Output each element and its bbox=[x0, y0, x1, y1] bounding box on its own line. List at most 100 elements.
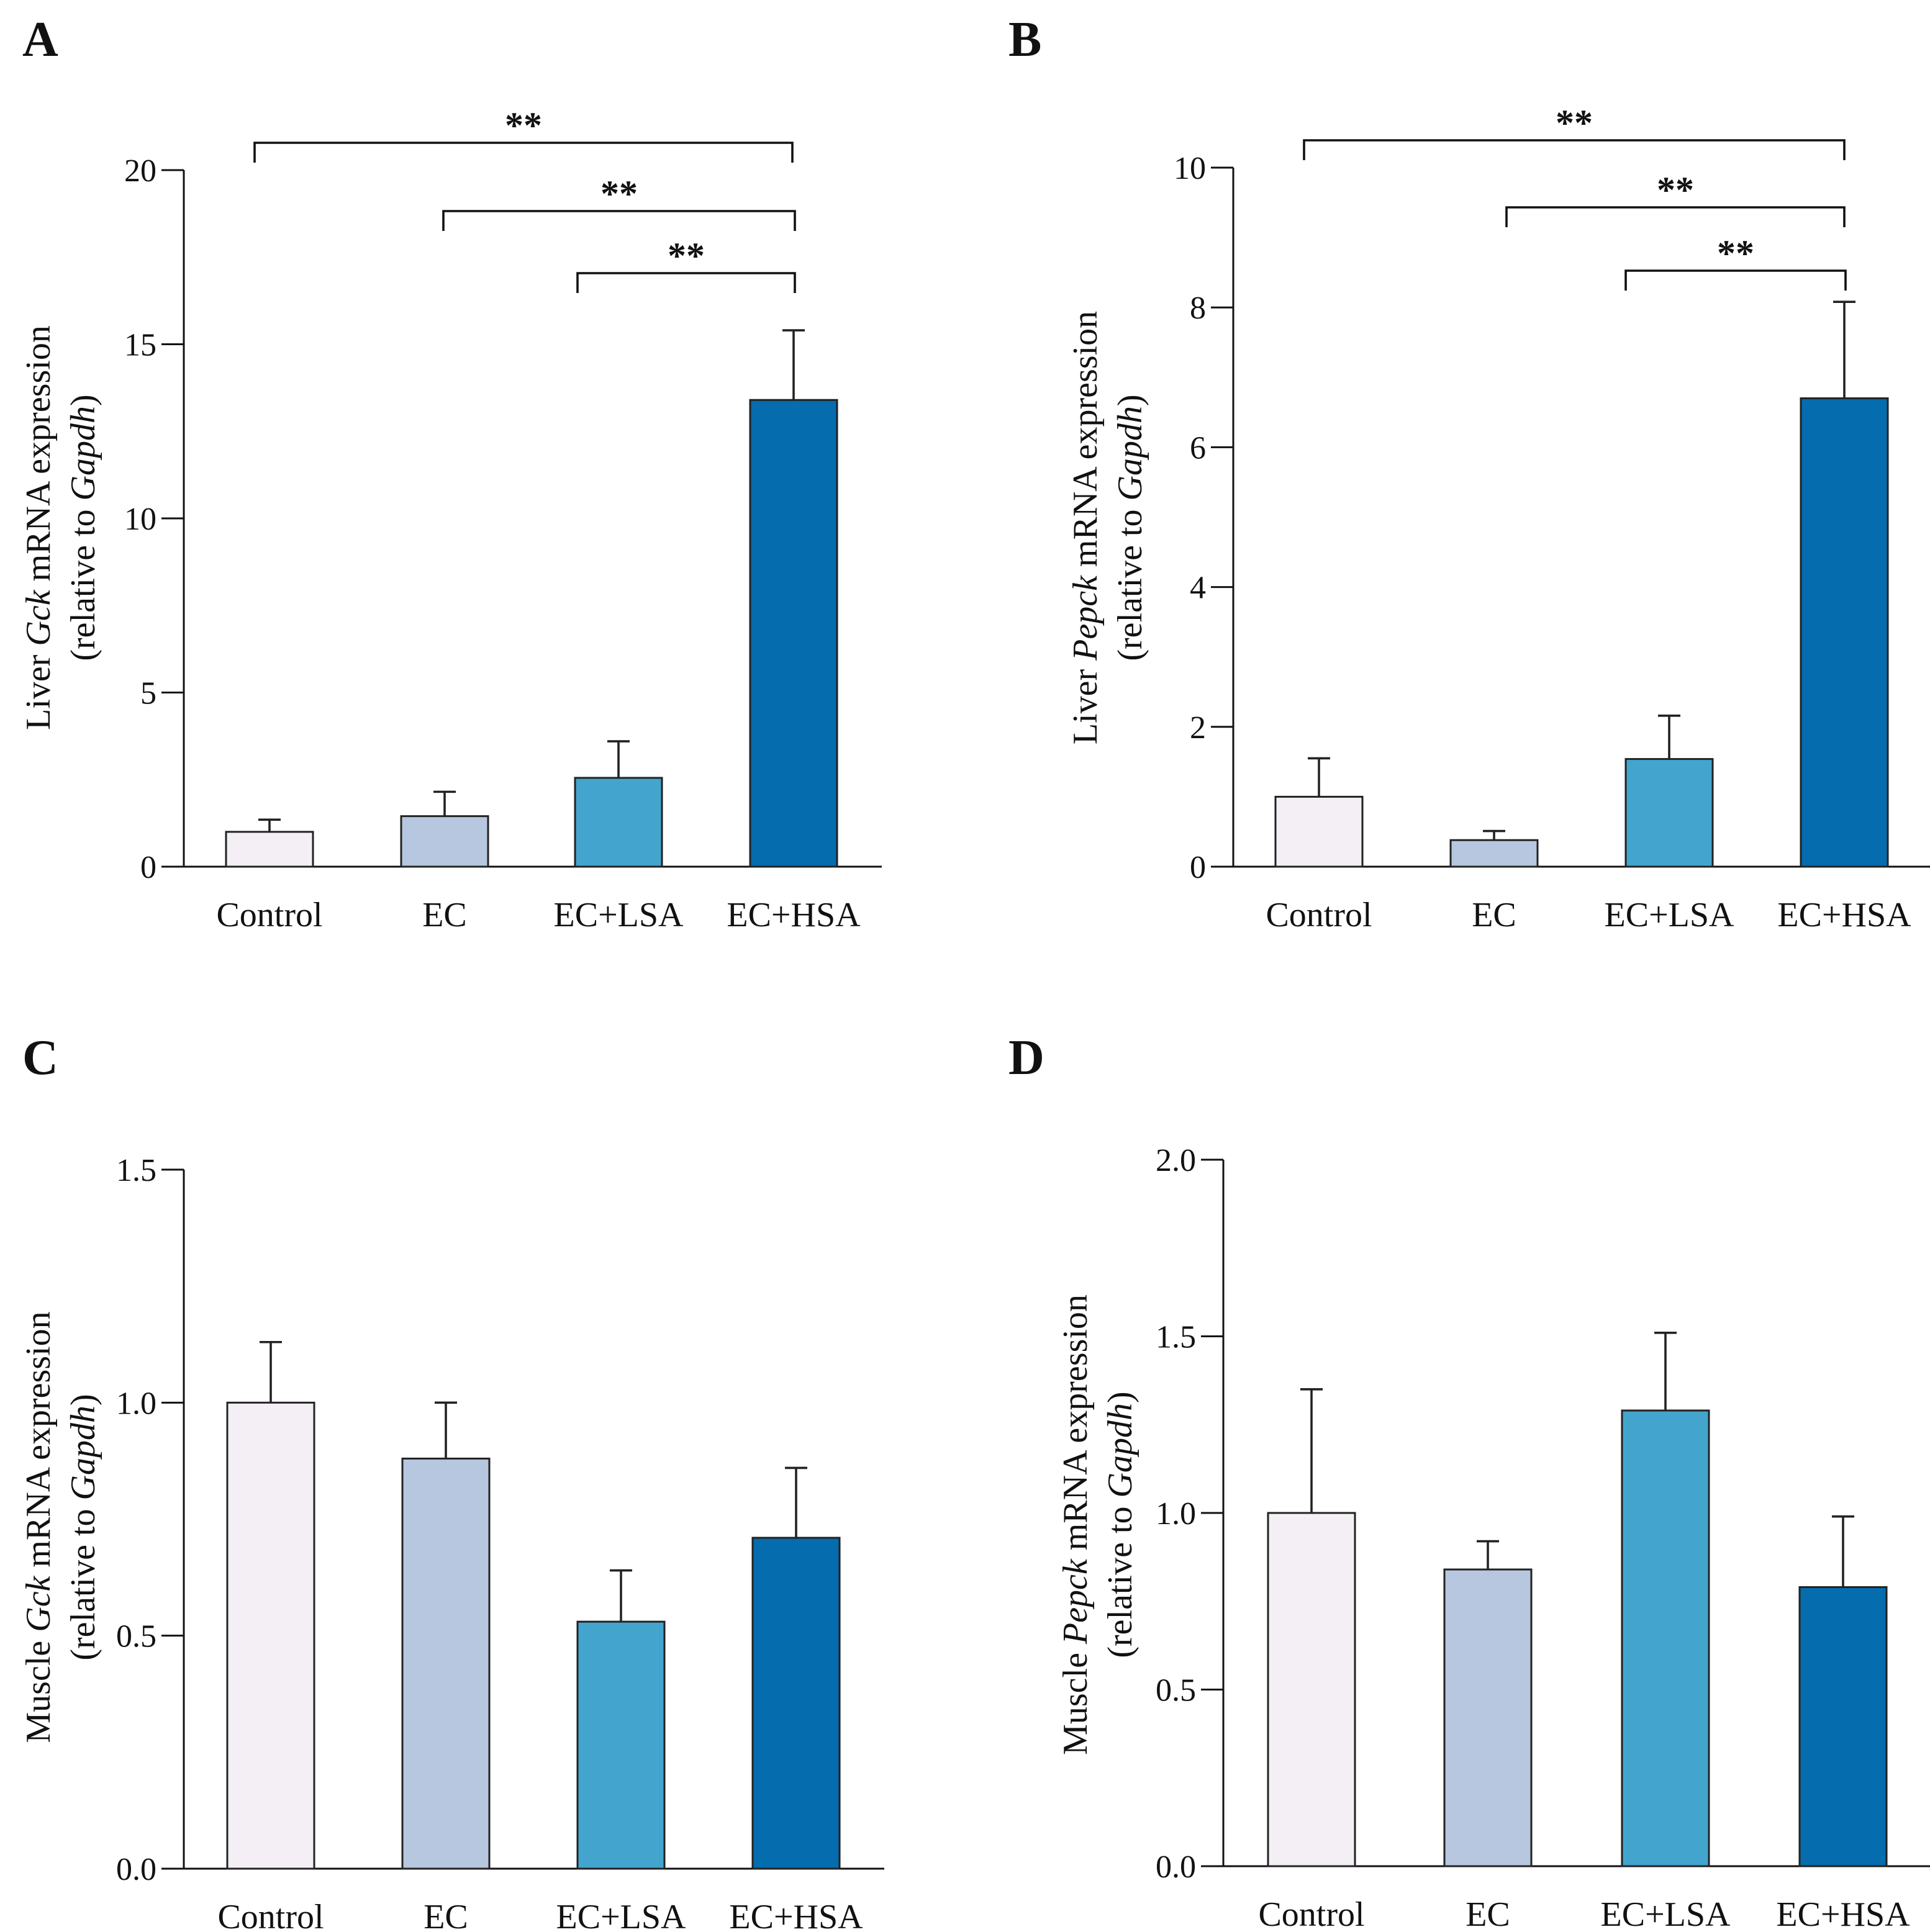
x-tick-label: EC bbox=[424, 1898, 468, 1932]
significance-label: ** bbox=[1657, 169, 1694, 210]
y-label-text: Liver bbox=[1066, 661, 1105, 744]
significance-bracket bbox=[442, 210, 796, 231]
bar-ec bbox=[400, 815, 489, 868]
y-label-text: ) bbox=[1101, 1391, 1139, 1403]
x-tick-label: EC+LSA bbox=[1605, 896, 1734, 934]
x-tick-label: EC bbox=[1466, 1895, 1510, 1932]
y-label-text: mRNA expression bbox=[1056, 1294, 1095, 1559]
bar-control bbox=[1267, 1512, 1356, 1867]
y-label-gene: Pepck bbox=[1056, 1558, 1095, 1645]
y-label-text: ) bbox=[64, 1394, 102, 1406]
significance-label: ** bbox=[600, 173, 638, 214]
y-label-reference-gene: Gapdh bbox=[1111, 406, 1149, 500]
panel-a: A 0 5 10 15 20 Control EC EC+LSA EC+HSA ** ** ** Live… bbox=[19, 12, 882, 934]
y-label-text: ) bbox=[1111, 394, 1149, 406]
panel-c: C 0.0 0.5 1.0 1.5 Control EC EC+LSA EC+HSA Muscle… bbox=[19, 1031, 884, 1932]
x-tick-label: EC+HSA bbox=[727, 896, 861, 934]
significance-label: ** bbox=[1717, 233, 1754, 274]
y-tick-label: 1.0 bbox=[1156, 1496, 1196, 1532]
bar-ec bbox=[1443, 1568, 1533, 1867]
y-tick-label: 20 bbox=[124, 153, 156, 189]
x-tick-label: EC bbox=[1472, 896, 1516, 934]
panel-d: D 0.0 0.5 1.0 1.5 2.0 Control EC EC+LSA EC+HSA Mus… bbox=[1008, 1031, 1930, 1932]
x-tick-label: Control bbox=[216, 896, 322, 934]
y-tick-label: 0.5 bbox=[1156, 1673, 1196, 1709]
y-label-text: Muscle bbox=[19, 1632, 58, 1743]
y-tick-label: 1.5 bbox=[116, 1153, 156, 1188]
y-label-text: (relative to bbox=[1111, 501, 1149, 661]
bar-ec-hsa bbox=[749, 399, 838, 868]
y-tick-label: 10 bbox=[124, 502, 156, 537]
y-tick-label: 0.0 bbox=[116, 1852, 156, 1887]
bar-control bbox=[1274, 795, 1364, 868]
x-tick-label: EC+LSA bbox=[556, 1898, 686, 1932]
y-label-reference-gene: Gapdh bbox=[1101, 1403, 1139, 1497]
significance-label: ** bbox=[505, 105, 542, 146]
x-tick-label: Control bbox=[217, 1898, 324, 1932]
y-tick-label: 4 bbox=[1190, 571, 1206, 606]
bar-ec-lsa bbox=[1624, 758, 1714, 868]
bar-ec-lsa bbox=[574, 777, 663, 868]
y-tick-label: 2.0 bbox=[1156, 1143, 1196, 1178]
y-label-text: Muscle bbox=[1056, 1644, 1095, 1755]
y-tick-label: 2 bbox=[1190, 710, 1206, 746]
y-label-gene: Gck bbox=[19, 589, 58, 646]
y-tick-label: 8 bbox=[1190, 291, 1206, 326]
significance-bracket bbox=[1505, 206, 1846, 227]
significance-label: ** bbox=[1556, 102, 1593, 143]
y-label-reference-gene: Gapdh bbox=[64, 1406, 102, 1500]
y-label-text: (relative to bbox=[1101, 1498, 1139, 1658]
bar-ec-hsa bbox=[1798, 1586, 1888, 1867]
x-tick-label: EC+LSA bbox=[1601, 1895, 1731, 1932]
y-tick-label: 1.5 bbox=[1156, 1320, 1196, 1355]
y-axis-label: Liver Pepck mRNA expression(relative to … bbox=[1066, 311, 1149, 744]
y-tick-label: 0 bbox=[1190, 850, 1206, 885]
panel-letter: B bbox=[1008, 12, 1041, 67]
x-tick-label: EC+HSA bbox=[729, 1898, 863, 1932]
y-label-gene: Gck bbox=[19, 1575, 58, 1632]
significance-label: ** bbox=[668, 235, 705, 276]
y-label-text: mRNA expression bbox=[19, 1311, 58, 1576]
bar-control bbox=[226, 1401, 315, 1870]
y-label-gene: Pepck bbox=[1066, 575, 1105, 661]
x-tick-label: EC+LSA bbox=[554, 896, 684, 934]
x-tick-label: Control bbox=[1266, 896, 1372, 934]
y-label-text: ) bbox=[64, 394, 102, 406]
x-tick-label: EC+HSA bbox=[1776, 1895, 1910, 1932]
bar-ec bbox=[401, 1457, 491, 1870]
y-tick-label: 0.5 bbox=[116, 1619, 156, 1654]
y-axis-label: Muscle Pepck mRNA expression(relative to… bbox=[1056, 1294, 1139, 1755]
x-tick-label: EC bbox=[422, 896, 467, 934]
significance-bracket bbox=[253, 142, 794, 163]
y-axis-label: Liver Gck mRNA expression (relative to Ga… bbox=[19, 325, 102, 730]
y-tick-label: 1.0 bbox=[116, 1386, 156, 1421]
significance-bracket bbox=[1624, 269, 1847, 291]
panel-b: B 0 2 4 6 8 10 Control EC EC+LSA EC+HSA ** ** ** Liver… bbox=[1008, 12, 1930, 934]
y-tick-label: 6 bbox=[1190, 430, 1206, 466]
x-tick-label: Control bbox=[1258, 1895, 1364, 1932]
bar-ec-lsa bbox=[576, 1620, 666, 1870]
bar-ec-hsa bbox=[751, 1537, 841, 1870]
panel-letter: D bbox=[1008, 1031, 1044, 1085]
y-label-text: (relative to bbox=[64, 501, 102, 661]
y-tick-label: 15 bbox=[124, 328, 156, 363]
y-tick-label: 5 bbox=[140, 676, 156, 711]
bar-ec bbox=[1449, 839, 1539, 868]
bar-ec-hsa bbox=[1800, 397, 1889, 868]
x-tick-label: EC+HSA bbox=[1777, 896, 1911, 934]
bar-ec-lsa bbox=[1621, 1409, 1710, 1867]
panel-letter: A bbox=[22, 12, 58, 67]
y-label-reference-gene: Gapdh bbox=[64, 406, 102, 500]
y-tick-label: 0.0 bbox=[1156, 1849, 1196, 1885]
y-axis-label: Muscle Gck mRNA expression(relative to G… bbox=[19, 1311, 102, 1743]
y-tick-label: 10 bbox=[1174, 151, 1206, 186]
significance-bracket bbox=[1303, 139, 1846, 160]
bar-control bbox=[225, 831, 314, 868]
y-tick-label: 0 bbox=[140, 850, 156, 885]
y-label-text: (relative to bbox=[64, 1501, 102, 1661]
y-label-text: mRNA expression bbox=[1066, 311, 1105, 576]
panel-letter: C bbox=[22, 1031, 58, 1085]
y-label-text: Liver bbox=[19, 646, 58, 730]
y-label-text: mRNA expression bbox=[19, 325, 58, 590]
